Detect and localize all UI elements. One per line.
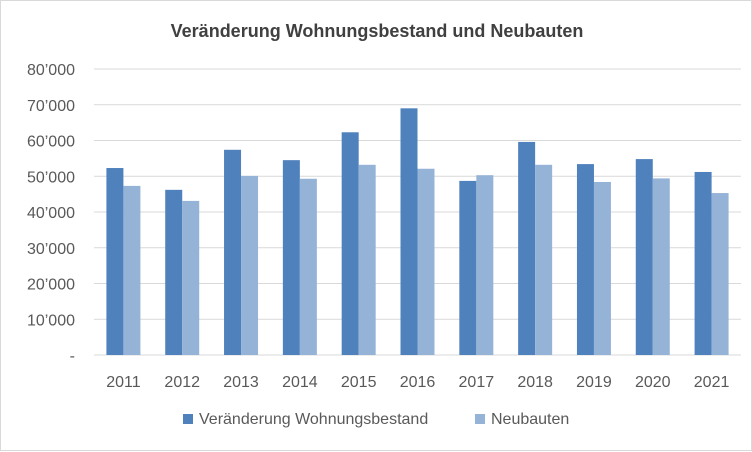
bar-neubauten [241, 176, 258, 355]
y-tick-label: - [70, 348, 75, 365]
chart-title: Veränderung Wohnungsbestand und Neubaute… [171, 21, 584, 41]
bar-neubauten [712, 193, 729, 355]
x-tick-label: 2011 [106, 374, 141, 391]
y-tick-label: 30’000 [27, 241, 75, 258]
x-tick-label: 2014 [282, 374, 318, 391]
legend-label: Veränderung Wohnungsbestand [199, 411, 428, 428]
bar-veraenderung-wohnungsbestand [165, 190, 182, 355]
bar-neubauten [300, 179, 317, 355]
bar-veraenderung-wohnungsbestand [342, 132, 359, 355]
x-tick-label: 2020 [635, 374, 671, 391]
x-tick-label: 2018 [517, 374, 553, 391]
bar-veraenderung-wohnungsbestand [283, 160, 300, 355]
bar-veraenderung-wohnungsbestand [636, 159, 653, 355]
bar-neubauten [594, 182, 611, 355]
bar-veraenderung-wohnungsbestand [518, 142, 535, 355]
y-tick-label: 60’000 [27, 134, 75, 151]
bar-neubauten [476, 175, 493, 355]
bar-neubauten [123, 186, 140, 355]
chart-frame: Veränderung Wohnungsbestand und Neubaute… [0, 0, 752, 451]
bar-neubauten [418, 169, 435, 355]
bar-neubauten [182, 201, 199, 355]
x-axis-tick-labels: 2011 2012 2013 2014 2015 2016 2017 2018 2019 2020… [106, 374, 729, 391]
bar-veraenderung-wohnungsbestand [106, 168, 123, 355]
y-tick-label: 40’000 [27, 205, 75, 222]
bar-neubauten [653, 178, 670, 355]
bar-neubauten [359, 165, 376, 355]
bar-veraenderung-wohnungsbestand [224, 150, 241, 355]
bar-chart: Veränderung Wohnungsbestand und Neubaute… [1, 1, 752, 452]
bar-veraenderung-wohnungsbestand [695, 172, 712, 355]
y-tick-label: 80’000 [27, 62, 75, 79]
x-tick-label: 2017 [459, 374, 495, 391]
y-tick-label: 20’000 [27, 277, 75, 294]
legend-swatch [475, 414, 485, 424]
bar-neubauten [535, 165, 552, 355]
x-tick-label: 2012 [164, 374, 200, 391]
legend-label: Neubauten [491, 411, 569, 428]
y-tick-label: 10’000 [27, 312, 75, 329]
legend: Veränderung Wohnungsbestand Neubauten [183, 411, 569, 428]
y-tick-label: 50’000 [27, 169, 75, 186]
bar-veraenderung-wohnungsbestand [459, 181, 476, 355]
y-axis-tick-labels: - 10’000 20’000 30’000 40’000 50’000 60’000 70’… [27, 62, 75, 365]
bar-veraenderung-wohnungsbestand [577, 164, 594, 355]
x-tick-label: 2016 [400, 374, 436, 391]
x-tick-label: 2015 [341, 374, 377, 391]
x-tick-label: 2013 [223, 374, 259, 391]
x-tick-label: 2021 [694, 374, 730, 391]
y-tick-label: 70’000 [27, 98, 75, 115]
legend-swatch [183, 414, 193, 424]
x-tick-label: 2019 [576, 374, 612, 391]
bar-veraenderung-wohnungsbestand [401, 108, 418, 355]
bars [106, 108, 728, 355]
